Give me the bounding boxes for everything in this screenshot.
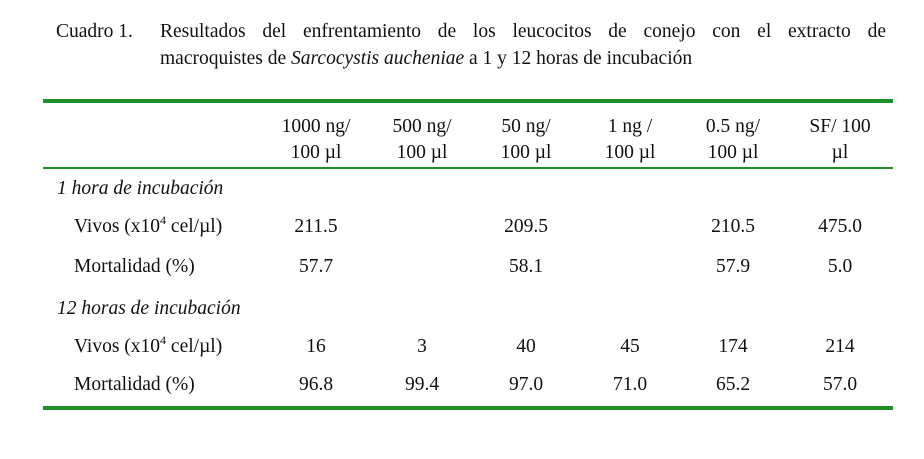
top-rule: [43, 99, 893, 103]
exponent: 4: [160, 212, 167, 227]
table-cell: 65.2: [715, 374, 751, 395]
column-header-line-1: 50 ng/: [501, 116, 551, 137]
column-header: 50 ng/100 µl: [501, 114, 552, 166]
table-caption: Cuadro 1. Resultados del enfrentamiento …: [56, 18, 886, 72]
section-title: 1 hora de incubación: [57, 178, 224, 199]
table-cell: 40: [516, 336, 536, 357]
bottom-rule: [43, 406, 893, 410]
column-header-line-1: 1000 ng/: [281, 116, 351, 137]
column-header: 1 ng / 100 µl: [605, 114, 656, 166]
caption-label: Cuadro 1.: [56, 21, 133, 42]
table-cell: 97.0: [508, 374, 544, 395]
row-label-vivos: Vivos (x104 cel/µl): [74, 214, 222, 240]
column-header-line-1: 0.5 ng/: [705, 116, 761, 137]
table-cell: 209.5: [504, 216, 548, 237]
row-label-vivos: Vivos (x104 cel/µl): [74, 334, 222, 360]
table-cell: 96.8: [298, 374, 334, 395]
header-rule: [43, 167, 893, 169]
row-label-text: Vivos (x10: [74, 336, 161, 357]
column-header: 500 ng/100 µl: [392, 114, 451, 166]
row-label-unit: cel/µl): [166, 336, 223, 357]
row-label-mortalidad: Mortalidad (%): [74, 256, 195, 277]
table-cell: 99.4: [404, 374, 440, 395]
row-label-text: Vivos (x10: [74, 216, 161, 237]
table-cell: 58.1: [508, 256, 544, 277]
column-header-line-2: 100 µl: [707, 142, 759, 163]
table-cell: 174: [718, 336, 748, 357]
caption-species: Sarcocystis aucheniae: [291, 48, 465, 69]
table-cell: 57.7: [298, 256, 334, 277]
table-cell: 16: [306, 336, 326, 357]
column-header-line-1: 1 ng /: [607, 116, 653, 137]
column-header: 1000 ng/100 µl: [282, 114, 351, 166]
column-header-line-2: 100 µl: [396, 142, 448, 163]
column-header-line-2: 100 µl: [500, 142, 552, 163]
column-header-line-1: SF/ 100: [809, 116, 871, 137]
column-header-line-1: 500 ng/: [392, 116, 452, 137]
column-header: 0.5 ng/100 µl: [706, 114, 760, 166]
column-header: SF/ 100 µl: [809, 114, 870, 166]
table-cell: 57.9: [715, 256, 751, 277]
column-header-line-2: µl: [831, 142, 849, 163]
row-label-unit: cel/µl): [166, 216, 223, 237]
column-header-line-2: 100 µl: [290, 142, 342, 163]
caption-line-2-post: a 1 y 12 horas de incubación: [464, 48, 693, 69]
caption-line-1: Resultados del enfrentamiento de los leu…: [160, 21, 886, 42]
table-cell: 3: [417, 336, 427, 357]
table-cell: 71.0: [612, 374, 648, 395]
exponent: 4: [160, 332, 167, 347]
section-title: 12 horas de incubación: [57, 298, 241, 319]
table-cell: 45: [620, 336, 640, 357]
row-label-mortalidad: Mortalidad (%): [74, 374, 195, 395]
table-cell: 211.5: [294, 216, 338, 237]
table-cell: 57.0: [822, 374, 858, 395]
table-cell: 475.0: [818, 216, 862, 237]
table-cell: 214: [825, 336, 855, 357]
table-cell: 5.0: [827, 256, 853, 277]
caption-line-2: macroquistes de Sarcocystis aucheniae a …: [56, 45, 886, 72]
table-cell: 210.5: [711, 216, 755, 237]
column-header-line-2: 100 µl: [604, 142, 656, 163]
caption-line-2-pre: macroquistes de: [160, 48, 292, 69]
